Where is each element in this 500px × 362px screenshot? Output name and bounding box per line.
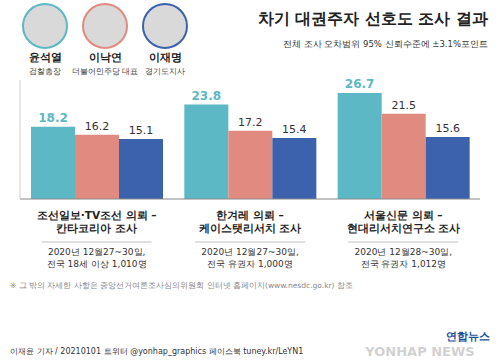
svg-text:21.5: 21.5: [391, 99, 416, 112]
svg-text:이재명: 이재명: [149, 51, 182, 64]
svg-text:23.8: 23.8: [192, 89, 222, 103]
svg-text:차기 대권주자 선호도 조사 결과: 차기 대권주자 선호도 조사 결과: [258, 9, 488, 28]
svg-text:15.4: 15.4: [282, 123, 307, 136]
svg-text:15.1: 15.1: [129, 124, 154, 137]
svg-text:조선일보·TV조선 의뢰 –: 조선일보·TV조선 의뢰 –: [37, 209, 157, 221]
svg-text:2020년 12월27~30일,: 2020년 12월27~30일,: [201, 247, 299, 257]
svg-text:2020년 12월27~30일,: 2020년 12월27~30일,: [48, 247, 146, 257]
svg-text:26.7: 26.7: [345, 77, 375, 91]
svg-text:이재윤 기자 / 20210101 트위터 @yonhap: 이재윤 기자 / 20210101 트위터 @yonhap_graphics 페…: [10, 347, 303, 356]
svg-text:케이스탯리서치 조사: 케이스탯리서치 조사: [198, 222, 302, 234]
svg-text:검찰총장: 검찰총장: [29, 67, 61, 76]
svg-text:15.6: 15.6: [435, 122, 460, 135]
svg-text:칸타코리아 조사: 칸타코리아 조사: [56, 222, 137, 234]
svg-text:※ 그 밖의 자세한 사항은 중앙선거여론조사심의위원회 인: ※ 그 밖의 자세한 사항은 중앙선거여론조사심의위원회 인터넷 홈페이지(ww…: [10, 281, 353, 290]
svg-text:전국 유권자 1,000명: 전국 유권자 1,000명: [207, 259, 293, 269]
svg-text:전체 조사 오차범위 95% 신뢰수준에 ±3.1%포인트: 전체 조사 오차범위 95% 신뢰수준에 ±3.1%포인트: [283, 39, 488, 49]
svg-text:17.2: 17.2: [238, 116, 263, 129]
svg-text:전국 유권자 1,012명: 전국 유권자 1,012명: [361, 259, 447, 269]
svg-text:한겨레 의뢰 –: 한겨레 의뢰 –: [216, 209, 284, 221]
svg-text:18.2: 18.2: [38, 111, 68, 125]
svg-text:2020년 12월28~30일,: 2020년 12월28~30일,: [355, 247, 453, 257]
svg-text:이낙연: 이낙연: [89, 51, 122, 64]
svg-text:경기도지사: 경기도지사: [145, 67, 185, 76]
svg-text:16.2: 16.2: [85, 120, 110, 133]
svg-text:윤석열: 윤석열: [29, 51, 62, 64]
svg-text:현대리서치연구소 조사: 현대리서치연구소 조사: [347, 222, 461, 234]
svg-text:연합뉴스: 연합뉴스: [446, 330, 490, 343]
svg-text:전국 18세 이상 1,010명: 전국 18세 이상 1,010명: [47, 259, 147, 269]
svg-text:YONHAP NEWS: YONHAP NEWS: [364, 344, 474, 359]
svg-text:더불어민주당 대표: 더불어민주당 대표: [72, 67, 139, 76]
svg-text:서울신문 의뢰 –: 서울신문 의뢰 –: [364, 209, 443, 221]
